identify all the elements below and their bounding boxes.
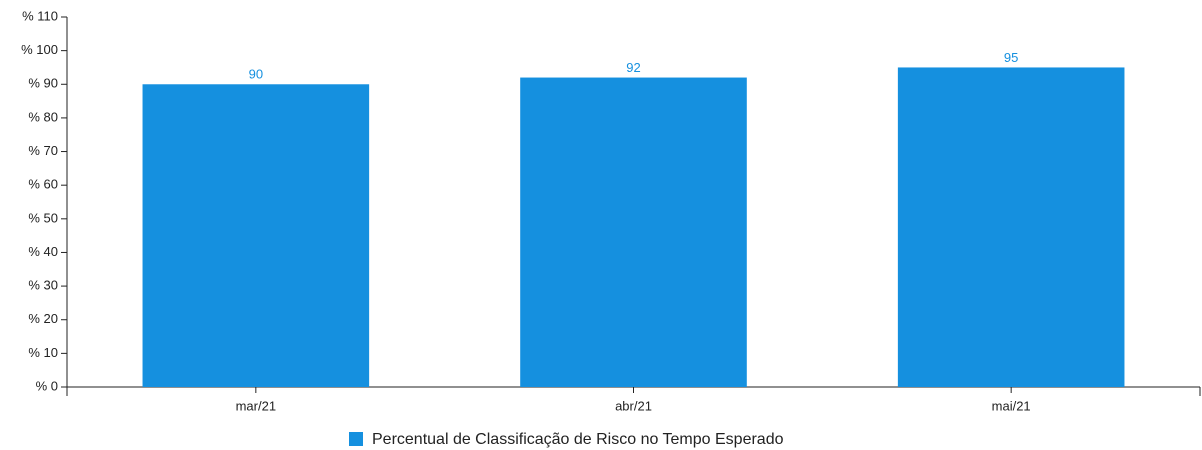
y-tick-label: % 60: [28, 177, 58, 192]
bar: [142, 84, 370, 387]
value-label: 92: [626, 60, 640, 75]
y-tick-label: % 70: [28, 143, 58, 158]
y-tick-label: % 100: [21, 42, 58, 57]
value-label: 90: [249, 67, 263, 82]
bar: [897, 67, 1125, 388]
legend-label: Percentual de Classificação de Risco no …: [372, 431, 784, 448]
y-tick-label: % 0: [36, 378, 58, 393]
legend-swatch: [349, 432, 363, 446]
y-tick-label: % 40: [28, 244, 58, 259]
y-tick-label: % 90: [28, 76, 58, 91]
y-tick-label: % 50: [28, 210, 58, 225]
y-tick-label: % 30: [28, 278, 58, 293]
y-tick-label: % 20: [28, 311, 58, 326]
bar: [520, 77, 747, 387]
y-tick-label: % 110: [22, 8, 58, 23]
y-tick-label: % 10: [28, 345, 58, 360]
value-label: 95: [1004, 50, 1018, 65]
y-tick-label: % 80: [28, 109, 58, 124]
x-tick-label: mar/21: [236, 398, 276, 413]
x-tick-label: abr/21: [615, 398, 652, 413]
x-tick-label: mai/21: [992, 398, 1031, 413]
